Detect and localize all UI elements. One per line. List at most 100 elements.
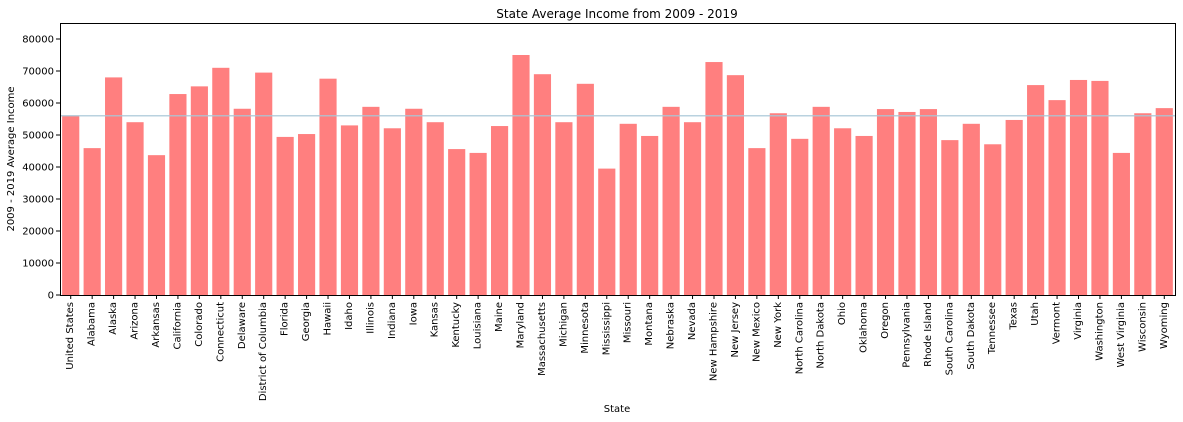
bar-idaho	[340, 125, 359, 296]
bar-colorado	[190, 86, 208, 295]
y-tick-label: 50000	[22, 131, 54, 142]
bar-virginia	[1069, 79, 1088, 296]
x-tick-label: Iowa	[408, 302, 419, 325]
y-tick-label: 40000	[22, 163, 54, 174]
y-axis-ticks: 0 10000 20000 30000 40000 50000 60000 70000 8000…	[22, 35, 60, 302]
x-tick-label: Kansas	[430, 302, 441, 337]
bar-illinois	[362, 106, 380, 295]
x-tick-label: Minnesota	[580, 302, 591, 354]
bar-north-carolina	[791, 138, 809, 295]
x-tick-label: Kentucky	[451, 302, 462, 348]
bar-connecticut	[212, 67, 230, 295]
chart-title: State Average Income from 2009 - 2019	[496, 7, 737, 21]
bar-south-carolina	[941, 140, 959, 295]
x-tick-label: Louisiana	[473, 302, 484, 349]
y-tick-label: 80000	[22, 35, 54, 46]
y-axis-label: 2009 - 2019 Average Income	[6, 86, 17, 231]
x-tick-label: Delaware	[237, 302, 248, 349]
bar-wyoming	[1155, 108, 1173, 296]
x-tick-label: Alabama	[87, 302, 98, 346]
bar-massachusetts	[533, 74, 552, 295]
x-tick-label: Mississippi	[601, 302, 612, 355]
bar-alabama	[83, 148, 101, 295]
x-tick-label: New York	[773, 302, 784, 348]
x-tick-label: Indiana	[387, 302, 398, 339]
x-tick-label: Hawaii	[323, 302, 334, 336]
bar-tennessee	[984, 144, 1002, 295]
bar-district-of-columbia	[255, 72, 273, 295]
bar-kentucky	[448, 149, 466, 295]
y-tick-label: 30000	[22, 195, 54, 206]
x-tick-label: New Hampshire	[708, 302, 719, 381]
bar-michigan	[555, 122, 573, 295]
bar-maine	[490, 126, 509, 295]
x-tick-label: West Virginia	[1116, 302, 1127, 367]
bar-california	[169, 94, 187, 295]
bar-nebraska	[662, 106, 680, 295]
x-tick-label: Montana	[644, 302, 655, 346]
bar-nevada	[683, 122, 702, 295]
bar-indiana	[383, 128, 401, 295]
bar-washington	[1091, 80, 1109, 295]
bar-kansas	[426, 122, 444, 295]
bar-new-jersey	[726, 75, 745, 295]
x-tick-label: Rhode Island	[923, 302, 934, 367]
bar-florida	[276, 136, 294, 295]
y-tick-label: 0	[48, 291, 54, 302]
x-tick-label: Wisconsin	[1137, 302, 1148, 352]
x-tick-label: Missouri	[623, 302, 634, 343]
bar-maryland	[512, 55, 530, 295]
y-tick-label: 60000	[22, 99, 54, 110]
bar-united-states	[62, 115, 80, 295]
bar-south-dakota	[962, 123, 980, 295]
x-tick-label: Nevada	[687, 302, 698, 340]
bar-alaska	[105, 77, 123, 296]
x-tick-label: North Carolina	[794, 302, 805, 374]
bars-group	[62, 55, 1173, 296]
x-tick-label: Alaska	[108, 302, 119, 335]
y-tick-label: 70000	[22, 67, 54, 78]
bar-mississippi	[598, 168, 616, 295]
x-tick-label: Virginia	[1073, 302, 1084, 340]
bar-wisconsin	[1134, 113, 1152, 296]
x-axis-label: State	[604, 404, 630, 415]
y-tick-label: 10000	[22, 259, 54, 270]
x-tick-label: Michigan	[558, 302, 569, 347]
x-tick-label: Oregon	[880, 302, 891, 339]
x-tick-label: South Carolina	[944, 302, 955, 375]
x-tick-label: Wyoming	[1159, 302, 1170, 349]
x-tick-label: Arkansas	[151, 302, 162, 348]
x-tick-label: Florida	[280, 302, 291, 336]
bar-arkansas	[147, 155, 166, 295]
x-tick-label: Utah	[1030, 302, 1041, 326]
bar-west-virginia	[1112, 152, 1130, 295]
bar-oregon	[876, 109, 895, 295]
bar-delaware	[233, 108, 251, 295]
bar-utah	[1027, 85, 1045, 295]
bar-montana	[641, 135, 659, 295]
x-tick-label: Illinois	[365, 302, 376, 334]
bar-missouri	[619, 123, 637, 295]
bar-vermont	[1048, 100, 1066, 296]
bar-new-hampshire	[705, 62, 723, 295]
x-tick-label: Washington	[1094, 302, 1105, 361]
x-tick-label: Maryland	[516, 302, 527, 348]
bar-minnesota	[576, 83, 594, 295]
x-tick-label: Pennsylvania	[901, 302, 912, 368]
y-tick-label: 20000	[22, 227, 54, 238]
x-tick-label: New Mexico	[751, 302, 762, 362]
x-tick-label: Ohio	[837, 302, 848, 325]
bar-oklahoma	[855, 135, 873, 295]
plot-frame	[60, 23, 1176, 296]
bar-iowa	[405, 108, 423, 295]
bar-georgia	[298, 134, 316, 295]
x-tick-label: Idaho	[344, 302, 355, 330]
x-tick-label: New Jersey	[730, 302, 741, 358]
x-tick-label: North Dakota	[816, 302, 827, 369]
x-tick-label: Arizona	[130, 302, 141, 340]
x-tick-label: Oklahoma	[859, 302, 870, 353]
x-tick-label: Connecticut	[215, 302, 226, 362]
x-tick-label: Massachusetts	[537, 302, 548, 376]
bar-rhode-island	[919, 109, 937, 295]
